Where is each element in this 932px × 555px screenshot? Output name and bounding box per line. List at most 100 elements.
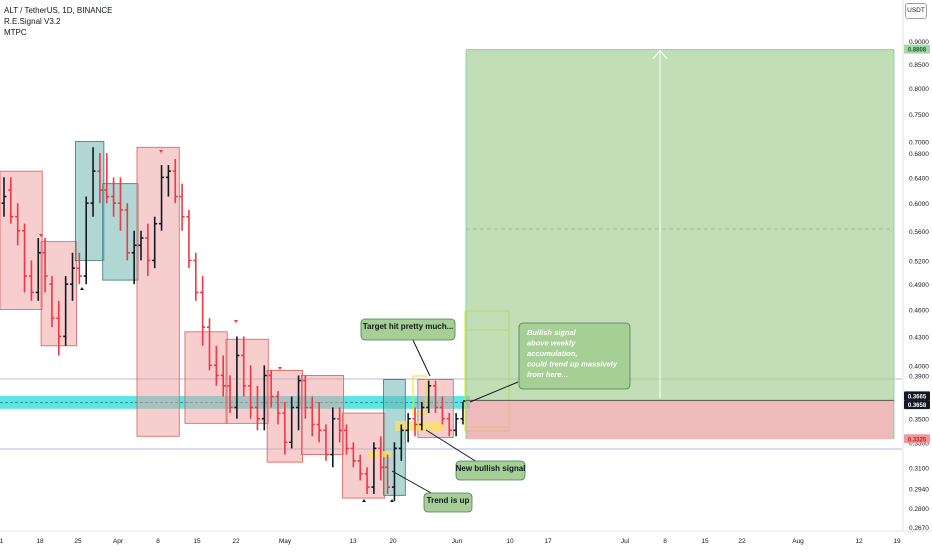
candle <box>398 424 404 461</box>
x-tick-label: 10 <box>506 538 514 545</box>
position-label: 0.5133 (139.86%) 5,133 <box>607 26 715 37</box>
candle <box>220 355 226 397</box>
y-tick-label: 0.5200 <box>909 258 929 265</box>
candle <box>35 237 41 301</box>
candle <box>63 276 69 346</box>
callout-text: New bullish signal <box>456 464 526 473</box>
currency-button[interactable]: USDT <box>905 3 927 19</box>
candle <box>152 216 158 269</box>
y-tick-label: 0.3900 <box>909 373 929 380</box>
bear-zone <box>184 331 228 424</box>
y-tick-label: 0.2940 <box>909 486 929 493</box>
x-tick-label: 22 <box>738 538 746 545</box>
buy-marker <box>390 499 394 502</box>
price-label: 0.3658 <box>908 403 927 409</box>
x-tick-label: Aug <box>792 538 804 545</box>
candle <box>405 413 411 443</box>
signal-box <box>412 375 427 415</box>
x-tick-label: Apr <box>113 538 124 545</box>
candle <box>439 396 445 425</box>
sell-marker <box>159 150 163 153</box>
callout-text: Target hit pretty much... <box>363 322 454 331</box>
x-tick-label: 12 <box>855 538 863 545</box>
y-tick-label: 0.8000 <box>909 86 929 93</box>
price-label-bg <box>904 44 930 54</box>
candle <box>165 165 171 197</box>
candle <box>378 436 384 481</box>
candle <box>261 365 267 431</box>
price-label: 0.8808 <box>908 48 927 54</box>
candle <box>213 345 219 386</box>
candle <box>1 177 7 217</box>
candle <box>419 401 425 431</box>
candle <box>254 385 260 431</box>
candle <box>330 407 336 468</box>
candle <box>460 400 466 425</box>
candle <box>200 276 206 346</box>
y-tick-label: 0.4900 <box>909 282 929 289</box>
candle <box>357 454 363 481</box>
x-tick-label: Jul <box>621 538 630 545</box>
x-tick-label: Jun <box>452 538 463 545</box>
callout-text: Trend is up <box>427 496 470 505</box>
x-tick-label: 25 <box>74 538 82 545</box>
callout-text: could trend up massively <box>527 360 618 369</box>
candle <box>275 391 281 425</box>
bear-zone <box>0 170 43 310</box>
y-tick-label: 0.3500 <box>909 417 929 424</box>
x-tick-label: 11 <box>0 538 4 545</box>
candle <box>364 467 370 494</box>
y-tick-label: 0.9000 <box>909 39 929 46</box>
candle <box>49 276 55 328</box>
candle <box>309 396 315 437</box>
signal-highlight <box>367 451 391 457</box>
callout-new-signal: New bullish signal <box>425 429 526 481</box>
x-tick-label: 15 <box>701 538 709 545</box>
y-tick-label: 0.2800 <box>909 506 929 513</box>
candle <box>391 442 397 501</box>
bear-zone <box>300 375 345 455</box>
candle <box>207 318 212 371</box>
candle <box>289 396 295 449</box>
x-tick-label: 8 <box>156 538 160 545</box>
candle <box>453 413 459 437</box>
y-tick-label: 0.6800 <box>909 151 929 158</box>
price-label-bg <box>904 434 930 444</box>
candle <box>337 407 343 443</box>
y-tick-label: 0.6400 <box>909 175 929 182</box>
candle <box>90 147 96 217</box>
x-tick-label: 19 <box>893 538 901 545</box>
indicator-label-1: R.E.Signal V3.2 <box>4 17 61 26</box>
y-tick-label: 0.5600 <box>909 229 929 236</box>
candle <box>145 223 151 277</box>
callout-text: Bullish signal <box>527 328 577 337</box>
candle <box>172 159 178 204</box>
callout-box <box>423 492 473 513</box>
x-tick-label: 15 <box>193 538 201 545</box>
y-tick-label: 0.7500 <box>909 112 929 119</box>
candle <box>323 424 329 461</box>
candle <box>42 237 48 293</box>
bear-zone <box>136 146 180 437</box>
x-tick-label: 8 <box>663 538 667 545</box>
candle <box>433 380 439 414</box>
sell-marker <box>234 320 238 323</box>
bull-zone <box>102 183 139 281</box>
buy-marker <box>362 499 366 502</box>
candle <box>104 153 110 204</box>
symbol-title: ALT / TetherUS, 1D, BINANCE <box>4 6 113 15</box>
candle <box>344 424 349 455</box>
y-tick-label: 0.7000 <box>909 140 929 147</box>
candle <box>426 380 432 414</box>
callout-text: from here... <box>527 370 568 379</box>
candle <box>371 442 377 494</box>
candle <box>296 375 302 431</box>
y-tick-label: 0.4300 <box>909 334 929 341</box>
candle <box>97 153 103 204</box>
x-tick-label: 18 <box>36 538 44 545</box>
price-label-bg <box>904 391 930 401</box>
candle <box>248 365 254 419</box>
loss-zone <box>466 400 894 440</box>
callout-box <box>518 322 631 390</box>
